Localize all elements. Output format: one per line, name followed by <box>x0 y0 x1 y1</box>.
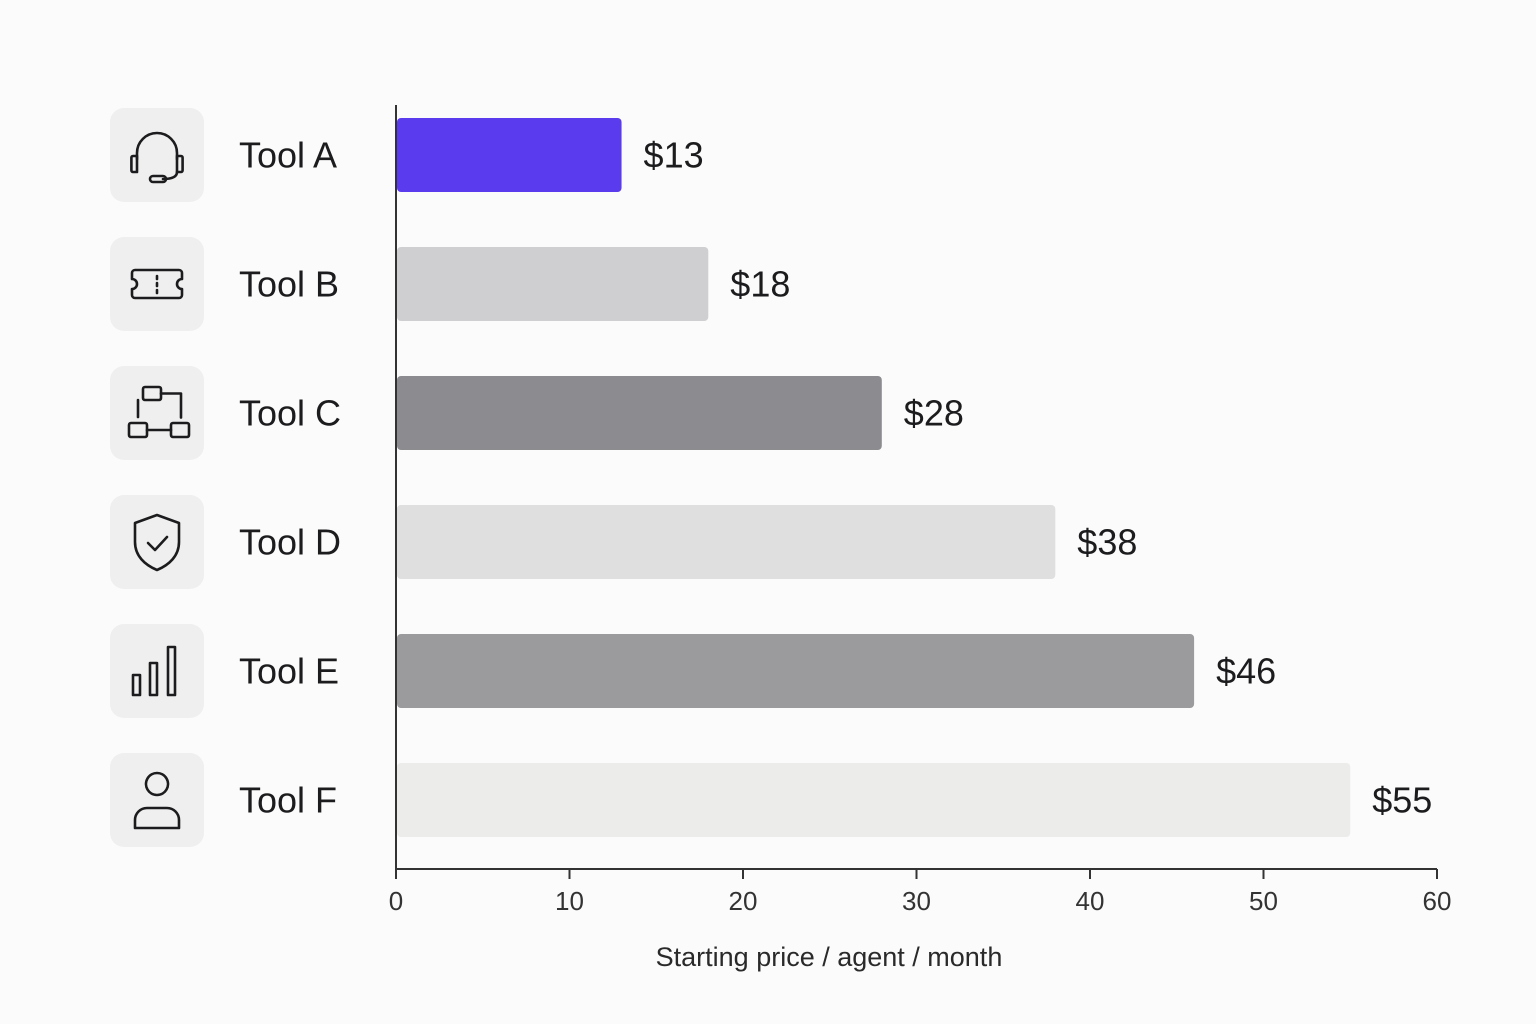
icon-tile <box>110 108 204 202</box>
icon-tile <box>110 753 204 847</box>
icon-tile <box>110 495 204 589</box>
value-label: $13 <box>644 135 704 176</box>
x-tick-label: 0 <box>389 886 403 916</box>
bar-chart-icon <box>131 645 177 697</box>
value-label: $28 <box>904 393 964 434</box>
shield-check-icon <box>133 513 181 572</box>
value-label: $46 <box>1216 651 1276 692</box>
x-axis-ticks: 0 10 20 30 40 50 60 <box>389 869 1452 916</box>
category-label: Tool D <box>239 522 341 563</box>
x-tick-label: 20 <box>729 886 758 916</box>
x-tick-label: 60 <box>1423 886 1452 916</box>
x-tick-label: 50 <box>1249 886 1278 916</box>
bar <box>397 247 709 321</box>
bar <box>397 505 1056 579</box>
value-labels: $13 $18 $28 $38 $46 $55 <box>644 135 1433 821</box>
category-label: Tool C <box>239 393 341 434</box>
category-labels: Tool A Tool B Tool C Tool D Tool E Tool F <box>239 135 341 821</box>
x-tick-label: 10 <box>555 886 584 916</box>
category-label: Tool F <box>239 780 337 821</box>
bar <box>397 118 622 192</box>
headset-icon <box>130 131 184 184</box>
value-label: $18 <box>730 264 790 305</box>
icon-tile <box>110 624 204 718</box>
icon-tile-background <box>110 366 204 460</box>
bars <box>397 118 1351 837</box>
icon-tiles <box>110 108 204 847</box>
category-label: Tool A <box>239 135 337 176</box>
value-label: $55 <box>1372 780 1432 821</box>
workflow-icon <box>127 385 191 439</box>
icon-tile <box>110 237 204 331</box>
icon-tile-background <box>110 753 204 847</box>
category-label: Tool E <box>239 651 339 692</box>
category-label: Tool B <box>239 264 339 305</box>
icon-tile <box>110 366 204 460</box>
x-tick-label: 40 <box>1076 886 1105 916</box>
bar <box>397 763 1351 837</box>
x-tick-label: 30 <box>902 886 931 916</box>
user-icon <box>133 771 181 830</box>
bar <box>397 634 1195 708</box>
icon-tile-background <box>110 108 204 202</box>
x-axis-title: Starting price / agent / month <box>656 942 1003 972</box>
icon-tile-background <box>110 495 204 589</box>
bar <box>397 376 882 450</box>
ticket-icon <box>130 268 184 300</box>
value-label: $38 <box>1077 522 1137 563</box>
